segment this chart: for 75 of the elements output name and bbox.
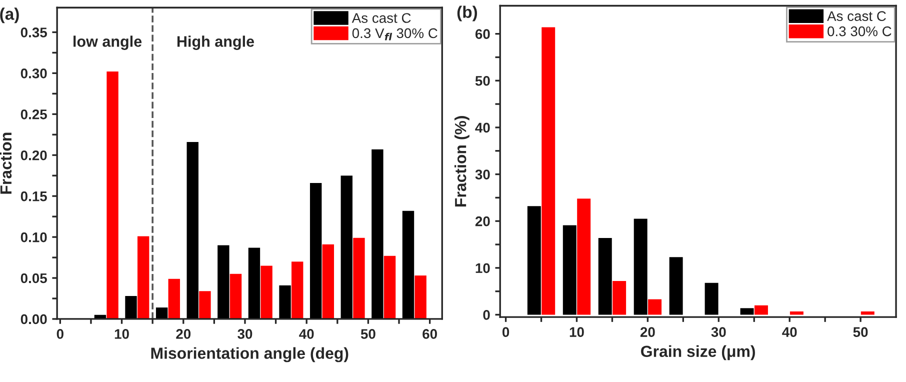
bar: [186, 142, 198, 319]
x-tick-label: 30: [711, 327, 726, 338]
bar: [598, 238, 612, 315]
bar: [384, 256, 396, 319]
bar: [125, 296, 137, 319]
y-tick-label: 40: [475, 122, 490, 133]
y-tick-label: 50: [475, 76, 490, 86]
x-tick-label: 60: [422, 329, 437, 339]
bar: [353, 238, 365, 319]
bar: [372, 149, 384, 319]
bar: [740, 308, 754, 315]
bar: [230, 274, 242, 319]
bar: [310, 182, 322, 319]
annotation: low angle: [74, 36, 142, 50]
bar: [542, 27, 556, 315]
bar: [577, 198, 591, 315]
bar: [137, 236, 150, 319]
x-axis-title: Grain size (μm): [641, 345, 755, 360]
text: (b): [457, 6, 478, 22]
bar: [322, 244, 334, 319]
bar: [260, 266, 272, 319]
legend-label: 0.3 V$_{fl}$ 30% C: [352, 28, 438, 40]
x-tick-label: 0: [56, 329, 64, 339]
y-tick-label: 0.20: [20, 150, 47, 160]
bar: [248, 248, 260, 319]
y-tick-label: 0.35: [20, 28, 47, 38]
legend-label: As cast C: [352, 13, 411, 23]
y-tick-label: 0.30: [20, 68, 47, 78]
legend-label: As cast C: [827, 11, 886, 22]
text: (a): [0, 8, 19, 24]
x-tick-label: 20: [176, 329, 191, 339]
x-tick-label: 50: [853, 327, 868, 337]
x-tick-label: 10: [114, 329, 129, 339]
bar: [648, 299, 662, 315]
y-tick-label: 20: [475, 216, 490, 226]
y-tick-label: 0.00: [20, 314, 47, 324]
y-tick-label: 60: [475, 29, 490, 39]
x-tick-label: 30: [238, 329, 252, 339]
y-tick-label: 0.15: [20, 191, 47, 202]
bar: [414, 276, 426, 319]
bar: [790, 311, 804, 315]
legend-label: 0.3 30% C: [828, 26, 892, 36]
bar: [527, 206, 541, 315]
bar: [562, 225, 576, 315]
bar: [106, 72, 118, 319]
bar: [402, 210, 414, 319]
bar: [754, 305, 768, 315]
y-tick-label: 0: [483, 310, 490, 320]
x-tick-label: 0: [502, 327, 510, 337]
bar: [340, 176, 352, 319]
bar: [612, 281, 626, 315]
x-tick-label: 20: [640, 327, 655, 337]
x-tick-label: 10: [570, 327, 584, 337]
y-tick-label: 0.05: [20, 273, 47, 284]
bar: [279, 285, 291, 319]
x-tick-label: 50: [360, 329, 376, 339]
y-axis-title: Fraction: [0, 132, 12, 194]
bar: [704, 282, 718, 315]
bar: [218, 245, 230, 319]
x-tick-label: 40: [782, 327, 797, 337]
y-tick-label: 0.25: [20, 109, 47, 120]
annotation: High angle: [177, 36, 254, 50]
y-tick-label: 30: [475, 170, 490, 180]
bar: [669, 257, 683, 315]
y-axis-title: Fraction (%): [454, 116, 470, 206]
bar: [634, 218, 648, 315]
bar: [199, 291, 211, 319]
y-tick-label: 0.10: [20, 232, 47, 242]
bar: [860, 311, 874, 315]
bar: [156, 308, 168, 319]
x-tick-label: 40: [299, 329, 314, 339]
bar: [168, 278, 180, 319]
y-tick-label: 10: [476, 263, 490, 274]
bar: [291, 262, 304, 319]
x-axis-title: Misorientation angle (deg): [151, 347, 348, 362]
